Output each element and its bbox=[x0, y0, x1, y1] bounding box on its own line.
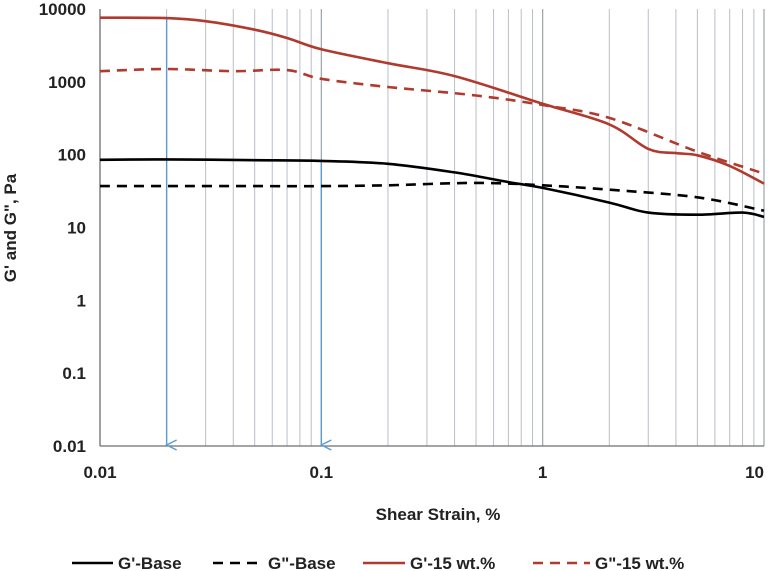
series-line-0 bbox=[99, 158, 765, 219]
y-tick-label: 0.1 bbox=[62, 364, 86, 383]
x-axis-label: Shear Strain, % bbox=[376, 505, 501, 524]
y-tick-label: 1 bbox=[77, 291, 86, 310]
axes bbox=[99, 9, 764, 447]
x-tick-label: 1 bbox=[538, 463, 547, 482]
y-tick-label: 100 bbox=[58, 146, 86, 165]
legend-label: G'-15 wt.% bbox=[410, 554, 495, 571]
legend-label: G"-Base bbox=[268, 554, 336, 571]
series-line-3 bbox=[99, 67, 765, 175]
y-tick-label: 0.01 bbox=[53, 437, 86, 456]
series-line-1 bbox=[100, 181, 765, 212]
x-tick-label: 0.01 bbox=[83, 463, 116, 482]
grid bbox=[99, 9, 765, 446]
tick-labels: 0.01 0.1 1 10 100 1000 10000 0.01 0.1 1 10 bbox=[39, 0, 764, 482]
series-line-2 bbox=[99, 16, 765, 185]
x-tick-label: 0.1 bbox=[310, 463, 334, 482]
legend-label: G"-15 wt.% bbox=[595, 554, 684, 571]
legend-label: G'-Base bbox=[118, 554, 182, 571]
legend: G'-Base G"-Base G'-15 wt.% G"-15 wt.% bbox=[72, 554, 684, 571]
annotations bbox=[167, 18, 322, 445]
y-axis-label: G' and G", Pa bbox=[1, 173, 20, 282]
series bbox=[99, 16, 765, 219]
y-tick-label: 10000 bbox=[39, 0, 86, 19]
x-tick-label: 10 bbox=[745, 463, 764, 482]
y-tick-label: 1000 bbox=[48, 73, 86, 92]
y-tick-label: 10 bbox=[67, 219, 86, 238]
